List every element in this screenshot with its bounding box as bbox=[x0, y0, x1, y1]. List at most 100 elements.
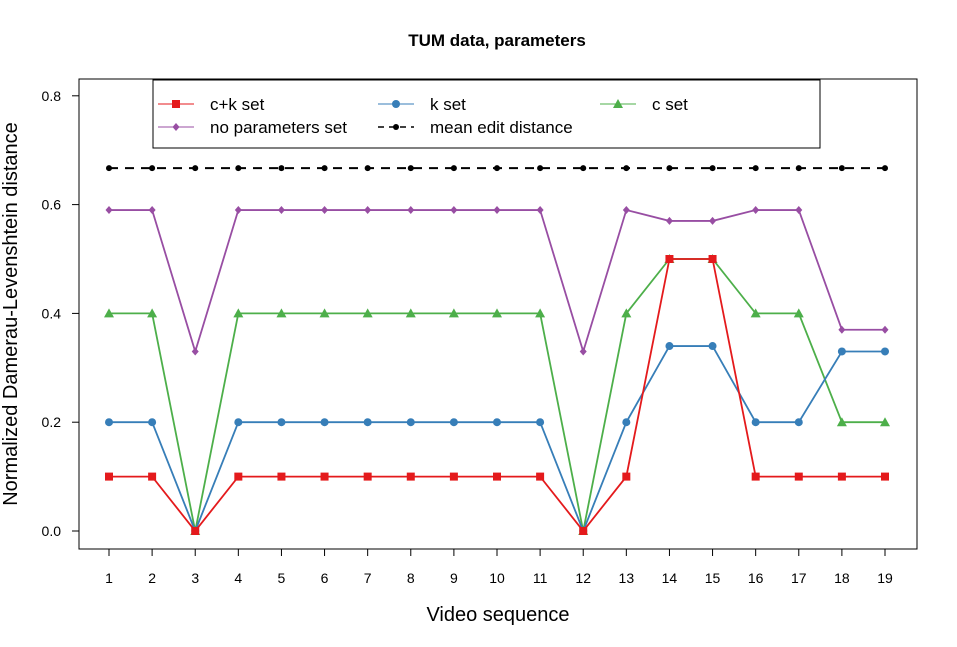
data-point bbox=[234, 418, 243, 427]
x-tick-label: 4 bbox=[234, 570, 242, 586]
data-point bbox=[836, 417, 847, 427]
legend-marker bbox=[172, 100, 180, 108]
data-point bbox=[277, 418, 286, 427]
data-point bbox=[364, 165, 371, 172]
data-point bbox=[622, 472, 631, 481]
series-0 bbox=[105, 255, 889, 535]
series-2 bbox=[104, 254, 890, 535]
data-point bbox=[405, 308, 416, 318]
legend-label: c+k set bbox=[210, 95, 265, 114]
data-point bbox=[752, 165, 759, 172]
legend-item: c set bbox=[600, 95, 688, 114]
data-point bbox=[106, 165, 112, 172]
x-tick-label: 5 bbox=[278, 570, 286, 586]
data-point bbox=[406, 418, 415, 427]
y-tick-label: 0.6 bbox=[42, 197, 62, 213]
data-point bbox=[535, 308, 546, 318]
data-point bbox=[837, 347, 846, 356]
data-point bbox=[621, 308, 632, 318]
series-4 bbox=[106, 165, 888, 172]
legend: c+k set k set c set no parameters set mean e… bbox=[152, 79, 821, 149]
series-line bbox=[109, 345, 885, 534]
data-point bbox=[794, 472, 803, 481]
data-point bbox=[320, 472, 329, 481]
data-point bbox=[362, 308, 373, 318]
x-tick-label: 15 bbox=[705, 570, 721, 586]
x-tick-label: 1 bbox=[105, 570, 113, 586]
series-layer bbox=[104, 165, 890, 535]
data-point bbox=[277, 206, 285, 215]
data-point bbox=[709, 165, 716, 172]
data-point bbox=[276, 308, 287, 318]
data-point bbox=[105, 206, 113, 215]
legend-label: mean edit distance bbox=[430, 118, 573, 137]
data-point bbox=[665, 342, 674, 351]
data-point bbox=[363, 472, 372, 481]
data-point bbox=[708, 255, 717, 263]
data-point bbox=[148, 472, 157, 481]
x-tick-label: 2 bbox=[148, 570, 156, 586]
chart-title: TUM data, parameters bbox=[408, 31, 586, 50]
legend-marker bbox=[172, 123, 180, 131]
x-tick-label: 13 bbox=[619, 570, 635, 586]
data-point bbox=[751, 472, 760, 481]
data-point bbox=[752, 206, 760, 215]
legend-label: c set bbox=[652, 95, 688, 114]
x-tick-label: 12 bbox=[575, 570, 591, 586]
data-point bbox=[666, 165, 673, 172]
legend-item: no parameters set bbox=[158, 118, 347, 137]
legend-item: mean edit distance bbox=[378, 118, 573, 137]
data-point bbox=[191, 347, 199, 356]
x-tick-label: 8 bbox=[407, 570, 415, 586]
data-point bbox=[750, 308, 761, 318]
x-axis: 1 2 3 4 5 6 7 8 9 10 11 12 13 14 15 16 17 18 19 bbox=[105, 549, 893, 586]
data-point bbox=[148, 206, 156, 215]
data-point bbox=[838, 325, 846, 334]
data-point bbox=[104, 308, 114, 318]
data-point bbox=[493, 206, 501, 215]
data-point bbox=[881, 325, 889, 334]
x-tick-label: 18 bbox=[834, 570, 850, 586]
data-point bbox=[622, 206, 630, 215]
data-point bbox=[147, 308, 158, 318]
data-point bbox=[191, 527, 200, 535]
data-point bbox=[881, 472, 889, 481]
data-point bbox=[493, 418, 501, 427]
x-tick-label: 17 bbox=[791, 570, 807, 586]
data-point bbox=[321, 165, 328, 172]
data-point bbox=[536, 418, 545, 427]
data-point bbox=[105, 418, 113, 427]
data-point bbox=[407, 206, 415, 215]
x-tick-label: 9 bbox=[450, 570, 458, 586]
legend-label: no parameters set bbox=[210, 118, 347, 137]
data-point bbox=[149, 165, 156, 172]
data-point bbox=[579, 347, 587, 356]
data-point bbox=[363, 418, 372, 427]
data-point bbox=[493, 472, 501, 481]
data-point bbox=[320, 418, 329, 427]
data-point bbox=[278, 165, 285, 172]
data-point bbox=[794, 418, 803, 427]
data-point bbox=[449, 472, 458, 481]
legend-marker bbox=[393, 124, 399, 130]
data-point bbox=[709, 216, 717, 225]
data-point bbox=[449, 418, 458, 427]
data-point bbox=[665, 255, 674, 263]
series-line bbox=[109, 208, 885, 355]
x-tick-label: 3 bbox=[191, 570, 199, 586]
data-point bbox=[795, 206, 803, 215]
x-tick-label: 6 bbox=[321, 570, 329, 586]
data-point bbox=[536, 206, 544, 215]
data-point bbox=[450, 206, 458, 215]
data-point bbox=[623, 165, 630, 172]
data-point bbox=[708, 342, 717, 351]
data-point bbox=[882, 165, 888, 172]
y-tick-label: 0.4 bbox=[42, 305, 62, 321]
data-point bbox=[105, 472, 113, 481]
data-point bbox=[622, 418, 631, 427]
y-tick-label: 0.8 bbox=[42, 88, 62, 104]
data-point bbox=[407, 165, 414, 172]
x-tick-label: 16 bbox=[748, 570, 764, 586]
x-tick-label: 14 bbox=[662, 570, 678, 586]
